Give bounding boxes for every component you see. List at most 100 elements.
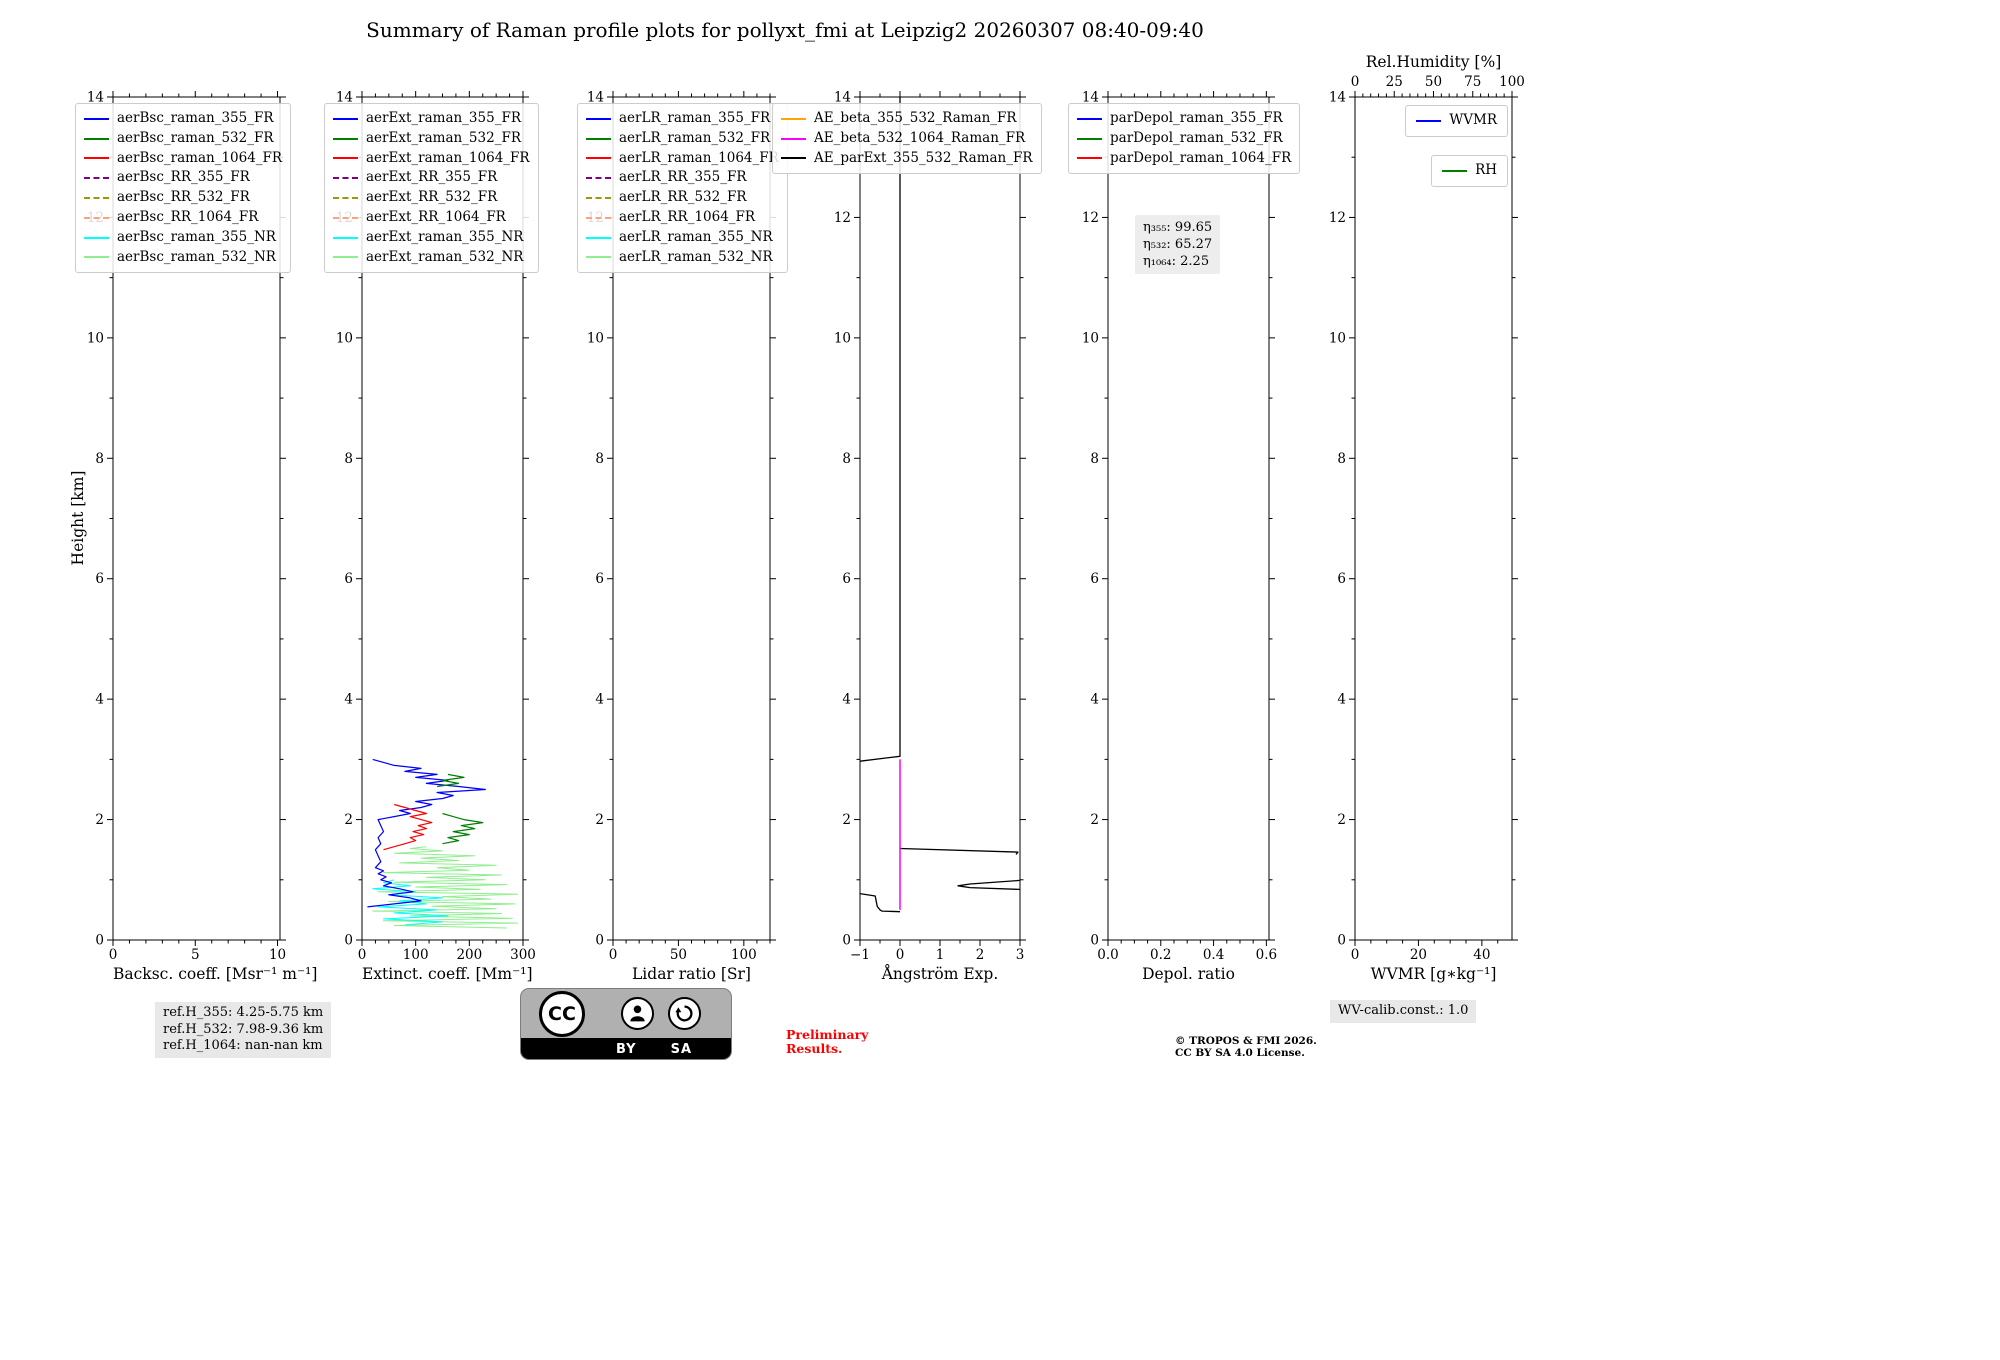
legend-line-sample: [1077, 157, 1102, 160]
x-tick-label: 40: [1473, 947, 1490, 963]
legend-line-sample: [781, 137, 806, 140]
cc-icon-text: CC: [548, 1002, 576, 1025]
legend-label: parDepol_raman_532_FR: [1110, 129, 1283, 146]
top-tick-label: 50: [1425, 74, 1442, 90]
legend-label: aerExt_RR_355_FR: [366, 169, 498, 186]
y-tick-label: 6: [95, 571, 104, 587]
legend-item: aerLR_RR_355_FR: [586, 168, 779, 188]
legend-item: aerLR_raman_1064_FR: [586, 149, 779, 169]
legend-label: aerBsc_raman_1064_FR: [117, 149, 283, 166]
eta-532-value: η₅₃₂: 65.27: [1143, 237, 1213, 252]
y-tick-label: 0: [344, 933, 353, 949]
x-tick-label: 1: [936, 947, 945, 963]
legend-item: parDepol_raman_1064_FR: [1077, 149, 1291, 169]
y-tick-label: 6: [1090, 571, 1099, 587]
panel-depol: 0 2 4 6 8 10 12 14 0.0 0.2 0.4 0.6 parDepol_raman_3…: [1068, 90, 1301, 983]
y-tick-label: 2: [95, 812, 104, 828]
y-tick-label: 14: [587, 90, 604, 106]
legend-item: aerLR_RR_1064_FR: [586, 208, 779, 228]
y-tick-label: 4: [842, 692, 851, 708]
legend-item: aerLR_raman_355_NR: [586, 228, 779, 248]
legend-item: aerBsc_RR_1064_FR: [84, 208, 282, 228]
legend-line-sample: [586, 177, 611, 180]
y-tick-label: 8: [842, 451, 851, 467]
cc-license-badge: CC BY SA: [520, 988, 732, 1060]
legend-label: aerBsc_raman_355_NR: [117, 228, 276, 245]
legend-item: aerLR_RR_532_FR: [586, 188, 779, 208]
x-tick-label: −1: [850, 947, 870, 963]
legend-label: aerExt_raman_355_NR: [366, 228, 524, 245]
legend-item: aerBsc_RR_532_FR: [84, 188, 282, 208]
y-tick-label: 8: [344, 451, 353, 467]
y-tick-label: 0: [595, 933, 604, 949]
legend-line-sample: [1077, 137, 1102, 140]
legend-line-sample: [333, 197, 358, 200]
ref-h-1064: ref.H_1064: nan-nan km: [163, 1038, 323, 1053]
wvmr-legend: WVMR RH: [1405, 105, 1508, 187]
cc-icon: CC: [539, 990, 585, 1037]
legend-line-sample: [84, 216, 109, 219]
legend-item: aerBsc_raman_355_FR: [84, 109, 282, 129]
x-tick-label: 20: [1410, 947, 1427, 963]
extinction-xaxis-label: Extinct. coeff. [Mm⁻¹]: [362, 965, 533, 983]
y-tick-label: 6: [1337, 571, 1346, 587]
preliminary-results-note: Preliminary Results.: [786, 1028, 868, 1056]
x-tick-label: 0.4: [1203, 947, 1224, 963]
y-tick-label: 2: [1337, 812, 1346, 828]
legend-item: aerExt_RR_1064_FR: [333, 208, 530, 228]
legend-line-sample: [1077, 117, 1102, 120]
y-tick-label: 0: [1337, 933, 1346, 949]
panel-lidar-ratio: 02468101214050100 aerLR_raman_355_FRaerL…: [577, 90, 788, 983]
y-tick-label: 8: [95, 451, 104, 467]
extinction-plot: 024681012140100200300: [336, 90, 536, 964]
legend-item: RH: [1442, 161, 1497, 181]
cc-by-label: BY: [615, 1041, 637, 1057]
series-AE_parExt_355_532_low: [859, 892, 901, 913]
y-tick-label: 2: [1090, 812, 1099, 828]
y-tick-label: 6: [842, 571, 851, 587]
y-tick-label: 4: [1090, 692, 1099, 708]
share-alike-icon: [668, 997, 701, 1030]
legend-item: WVMR: [1416, 111, 1497, 131]
top-tick-label: 0: [1351, 74, 1360, 90]
legend-item: aerLR_raman_532_FR: [586, 129, 779, 149]
y-tick-label: 2: [595, 812, 604, 828]
panel-extinction: 024681012140100200300 aerExt_raman_355_F…: [324, 90, 539, 983]
legend-line-sample: [84, 177, 109, 180]
legend-item: parDepol_raman_532_FR: [1077, 129, 1291, 149]
copyright-line-1: © TROPOS & FMI 2026.: [1175, 1035, 1317, 1047]
cc-sa-label: SA: [670, 1041, 693, 1057]
x-tick-label: 5: [191, 947, 200, 963]
y-tick-label: 4: [595, 692, 604, 708]
legend-line-sample: [84, 117, 109, 120]
legend-label: aerLR_raman_355_FR: [619, 110, 771, 126]
y-tick-label: 14: [834, 90, 851, 106]
legend-item: aerExt_raman_1064_FR: [333, 149, 530, 169]
ref-h-532: ref.H_532: 7.98-9.36 km: [163, 1021, 324, 1037]
legend-label: aerExt_raman_1064_FR: [366, 149, 530, 166]
legend-item: AE_parExt_355_532_Raman_FR: [781, 149, 1033, 169]
y-tick-label: 4: [1337, 692, 1346, 708]
legend-item: aerBsc_raman_355_NR: [84, 228, 282, 248]
series-aerExt_raman_532_FR_upper: [437, 773, 465, 788]
preliminary-line-1: Preliminary: [786, 1027, 869, 1042]
yaxis-label: Height [km]: [69, 470, 87, 566]
x-tick-label: 0: [358, 947, 367, 963]
series-AE_parExt_355_532_mid: [899, 847, 1019, 855]
angstroem-xaxis-label: Ångström Exp.: [881, 965, 999, 983]
legend-line-sample: [333, 256, 358, 259]
legend-line-sample: [1442, 169, 1468, 172]
cc-badge-icons: CC: [521, 989, 731, 1038]
legend-item: aerExt_raman_532_NR: [333, 248, 530, 268]
copyright-note: © TROPOS & FMI 2026. CC BY SA 4.0 Licens…: [1175, 1035, 1317, 1059]
y-tick-label: 6: [344, 571, 353, 587]
angstroem-legend: AE_beta_355_532_Raman_FR AE_beta_532_1064…: [772, 103, 1042, 175]
x-tick-label: 0: [896, 947, 905, 963]
wvmr-plot: 0 2 4 6 8 10 12 14 0 20 40 0 25 50 75 100: [1329, 74, 1525, 963]
legend-item: parDepol_raman_355_FR: [1077, 109, 1291, 129]
legend-line-sample: [84, 137, 109, 140]
panel-backscatter: 024681012140510 aerBsc_raman_355_FRaerBs…: [75, 90, 317, 983]
extinction-legend: aerExt_raman_355_FR aerExt_raman_532_FR ae…: [324, 103, 539, 274]
legend-item: aerExt_raman_355_NR: [333, 228, 530, 248]
